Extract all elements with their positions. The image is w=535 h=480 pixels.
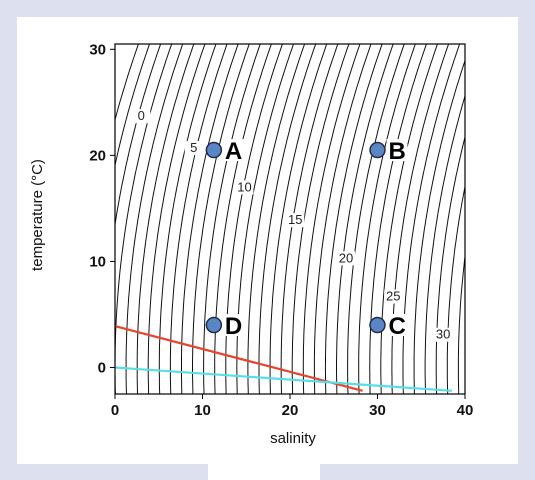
point-label: C — [389, 313, 406, 340]
contour-label: 5 — [190, 140, 197, 155]
contour-label: 25 — [386, 289, 400, 304]
point-label-bg — [386, 139, 408, 162]
station-point — [205, 141, 223, 159]
series-line — [115, 325, 363, 392]
contour-line — [147, 44, 206, 394]
x-tick-label: 30 — [369, 402, 386, 419]
contour-label-bg — [184, 141, 203, 156]
y-tick-label: 30 — [89, 41, 106, 58]
point-label-bg — [222, 139, 244, 162]
point-label: D — [225, 313, 242, 340]
station-point — [369, 141, 386, 159]
contour-line — [214, 44, 272, 394]
contour-label: 10 — [237, 179, 251, 194]
contour-label: 0 — [138, 108, 145, 123]
contour-line — [446, 183, 465, 394]
contour-line — [457, 252, 465, 394]
contour-label-bg — [434, 327, 453, 342]
contour-label-bg — [337, 251, 355, 266]
contour-line — [258, 44, 317, 394]
y-tick-label: 10 — [89, 253, 106, 270]
point-label: B — [389, 138, 406, 165]
contour-line — [169, 44, 228, 394]
contour-line — [313, 44, 372, 394]
contour-line — [192, 44, 250, 394]
contour-line — [136, 44, 195, 394]
point-label-bg — [386, 314, 408, 337]
x-axis-title: salinity — [270, 430, 316, 447]
y-axis-title: temperature (°C) — [29, 159, 46, 271]
contour-line — [158, 44, 217, 394]
contour-line — [247, 44, 306, 394]
point-label: A — [225, 138, 242, 165]
contour-line — [435, 134, 465, 394]
contour-line — [115, 44, 151, 168]
contour-label-bg — [286, 213, 305, 228]
contour-line — [424, 94, 465, 394]
y-axis-ticks: 0 10 20 30 — [89, 41, 115, 376]
contour-label-bg — [384, 289, 403, 304]
panel-tab — [208, 464, 320, 480]
contour-line — [380, 44, 439, 394]
contour-line — [225, 44, 283, 394]
contour-line — [391, 44, 450, 394]
series-lines — [115, 325, 452, 392]
density-contours — [115, 44, 465, 394]
contour-line — [125, 44, 184, 394]
contour-line — [347, 44, 405, 394]
x-tick-label: 10 — [194, 402, 211, 419]
contour-label: 20 — [339, 250, 353, 265]
contour-line — [236, 44, 295, 394]
contour-line — [402, 44, 461, 394]
contour-line — [413, 59, 465, 394]
point-label-bg — [222, 314, 244, 337]
contour-line — [336, 44, 394, 394]
contour-label: 30 — [436, 327, 450, 342]
contour-label-bg — [132, 109, 151, 124]
contour-line — [324, 44, 383, 394]
contour-line — [203, 44, 261, 394]
contour-line — [369, 44, 427, 394]
y-tick-label: 20 — [89, 147, 106, 164]
x-tick-label: 0 — [111, 402, 119, 419]
station-points: A B C D — [205, 138, 408, 340]
series-line — [115, 366, 452, 392]
x-tick-label: 20 — [282, 402, 299, 419]
contour-line — [115, 44, 139, 122]
x-tick-label: 40 — [457, 402, 474, 419]
station-point — [369, 316, 386, 334]
contour-line — [115, 44, 162, 228]
contour-labels: 0 5 10 15 20 25 30 — [132, 108, 453, 342]
x-axis-ticks: 0 10 20 30 40 — [111, 394, 474, 419]
contour-label: 15 — [288, 212, 302, 227]
y-tick-label: 0 — [98, 359, 106, 376]
contour-line — [358, 44, 416, 394]
contour-line — [302, 44, 361, 394]
station-point — [205, 316, 223, 334]
contour-line — [269, 44, 328, 394]
contour-label-bg — [235, 180, 254, 195]
